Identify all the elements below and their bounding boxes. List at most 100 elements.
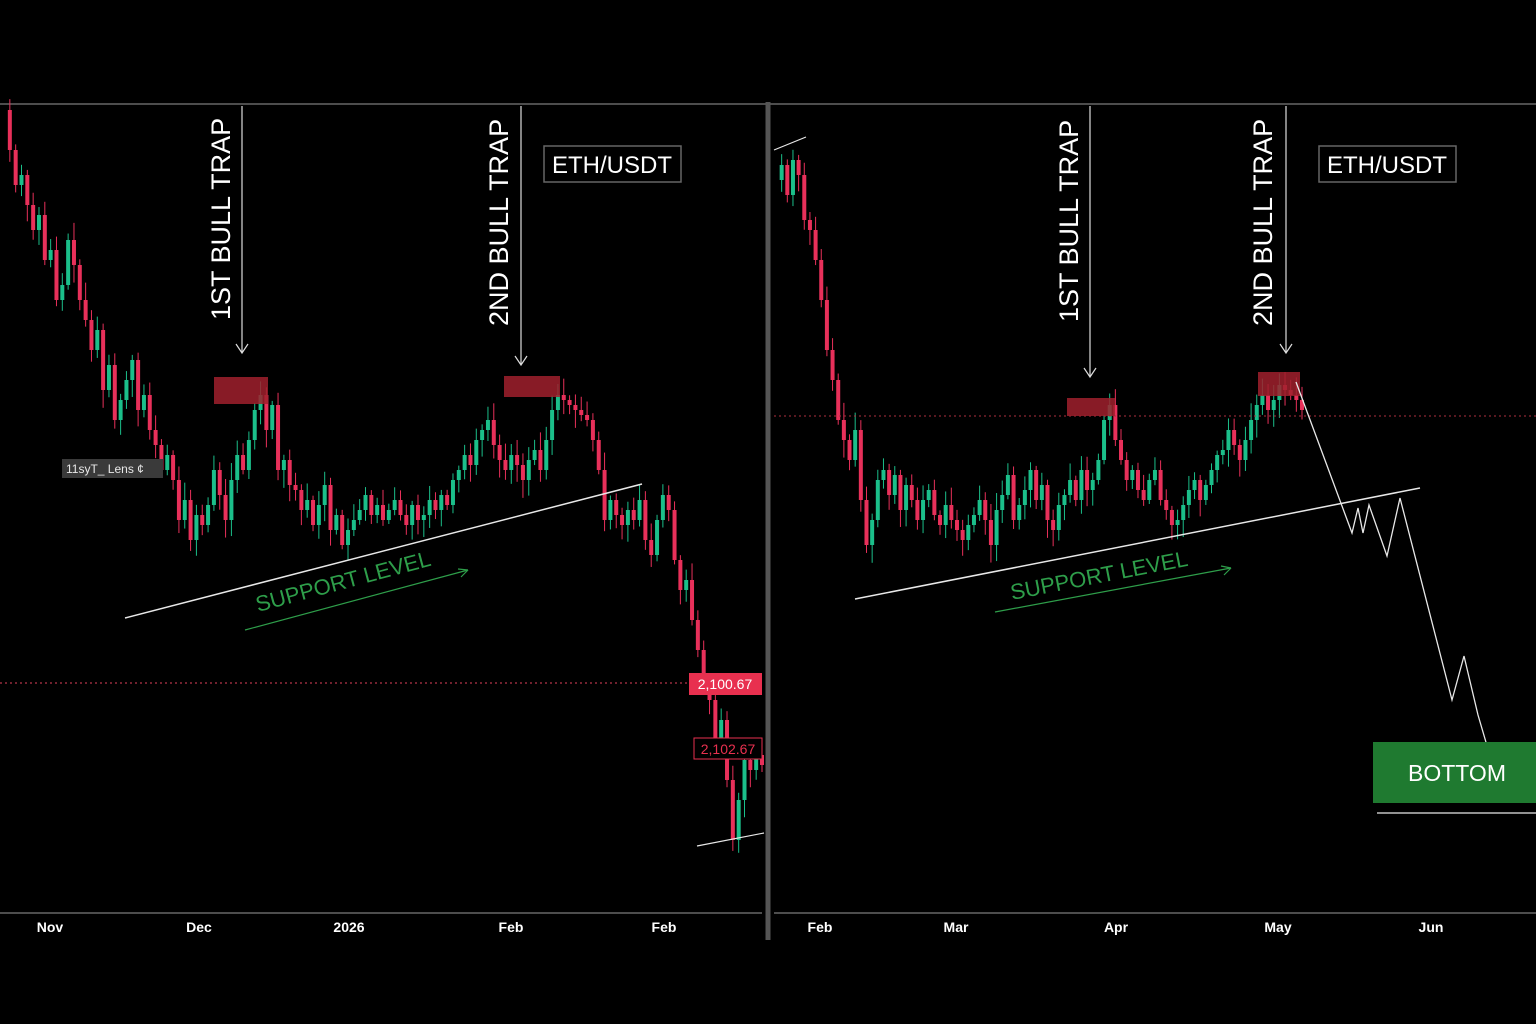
left-candle	[48, 250, 53, 260]
left-candle	[346, 530, 351, 545]
support-label-right: SUPPORT LEVEL	[1008, 546, 1190, 605]
left-candle	[695, 620, 700, 650]
right-candle	[994, 510, 999, 545]
left-candle	[754, 755, 759, 770]
right-candle	[983, 500, 988, 520]
right-candles	[779, 149, 1304, 563]
left-candle	[165, 455, 170, 470]
right-candle	[1022, 490, 1027, 505]
right-candle	[1260, 395, 1265, 405]
left-candle	[509, 455, 514, 470]
right-candle	[790, 160, 795, 195]
left-candle	[625, 510, 630, 525]
left-candle	[217, 470, 222, 495]
right-candle	[1000, 495, 1005, 510]
left-candle	[19, 175, 24, 185]
support-arrow-right	[994, 567, 1232, 613]
right-candle	[921, 500, 926, 520]
right-candle	[802, 175, 807, 220]
right-candle	[1232, 430, 1237, 445]
right-candle	[1045, 485, 1050, 520]
left-candle	[719, 720, 724, 740]
support-label-left: SUPPORT LEVEL	[253, 546, 434, 617]
right-candle	[1073, 480, 1078, 500]
left-candle	[13, 150, 18, 185]
legend-glitch-text: 11syT_ Lens ¢	[66, 462, 144, 476]
left-candle	[666, 495, 671, 510]
trap1-label-right: 1ST BULL TRAP	[1054, 120, 1084, 322]
left-candle	[660, 495, 665, 520]
left-candle	[462, 455, 467, 470]
right-candle	[1028, 470, 1033, 490]
right-candle	[1164, 500, 1169, 510]
low-line-left	[696, 832, 765, 847]
x-tick-left-0: Nov	[37, 919, 64, 935]
right-candle	[1237, 445, 1242, 460]
right-candle	[909, 485, 914, 500]
trap2-zone-right	[1258, 372, 1300, 396]
left-candle	[690, 580, 695, 620]
left-candle	[322, 485, 327, 505]
trap2-arrowhead-right	[1279, 343, 1293, 355]
left-candle	[89, 320, 94, 350]
right-candle	[1294, 395, 1299, 400]
left-candle	[474, 440, 479, 465]
right-candle	[1130, 470, 1135, 480]
right-candle	[1169, 510, 1174, 525]
left-candle	[561, 395, 566, 400]
right-candle	[830, 350, 835, 380]
right-candle	[836, 380, 841, 420]
right-candle	[938, 515, 943, 525]
right-candle	[1249, 420, 1254, 440]
x-tick-left-2: 2026	[333, 919, 364, 935]
right-candle	[1113, 405, 1118, 440]
right-candle	[943, 505, 948, 525]
left-candle	[71, 240, 76, 265]
right-candle	[1254, 405, 1259, 420]
trap1-arrowhead-left	[235, 343, 249, 355]
left-candle	[83, 300, 88, 320]
left-candle	[637, 500, 642, 520]
right-chart-panel: SUPPORT LEVEL 1ST BULL TRAP 2ND BULL TRA…	[773, 106, 1536, 935]
left-candle	[398, 500, 403, 515]
x-tick-right-2: Apr	[1104, 919, 1129, 935]
right-candle	[1192, 480, 1197, 490]
left-candle	[252, 410, 257, 440]
x-tick-left-4: Feb	[652, 919, 677, 935]
left-candle	[246, 440, 251, 470]
left-candle	[130, 360, 135, 380]
right-candle	[915, 500, 920, 520]
left-candle	[590, 420, 595, 440]
left-candle	[141, 395, 146, 410]
left-candle	[643, 500, 648, 540]
support-arrowhead-right	[1220, 565, 1232, 576]
right-candle	[1124, 460, 1129, 480]
left-candle	[200, 515, 205, 525]
right-candle	[926, 490, 931, 500]
left-candle	[25, 175, 30, 205]
right-candle	[1062, 495, 1067, 505]
left-candle	[678, 560, 683, 590]
left-candle	[31, 205, 36, 230]
left-candle	[684, 580, 689, 590]
x-tick-left-1: Dec	[186, 919, 212, 935]
left-candle	[241, 455, 246, 470]
left-candle	[363, 495, 368, 510]
left-candle	[520, 465, 525, 480]
left-candle	[620, 515, 625, 525]
trap2-zone-left	[504, 376, 560, 397]
right-candle	[949, 505, 954, 520]
right-candle	[813, 230, 818, 260]
left-candle	[439, 495, 444, 510]
left-candle	[311, 500, 316, 525]
left-candle	[468, 455, 473, 465]
left-candle	[655, 520, 660, 555]
left-candle	[293, 485, 298, 490]
left-candle	[351, 520, 356, 530]
left-candle	[124, 380, 129, 400]
x-tick-right-1: Mar	[944, 919, 969, 935]
right-candle	[779, 165, 784, 180]
left-candle	[701, 650, 706, 690]
right-candle	[1085, 470, 1090, 490]
